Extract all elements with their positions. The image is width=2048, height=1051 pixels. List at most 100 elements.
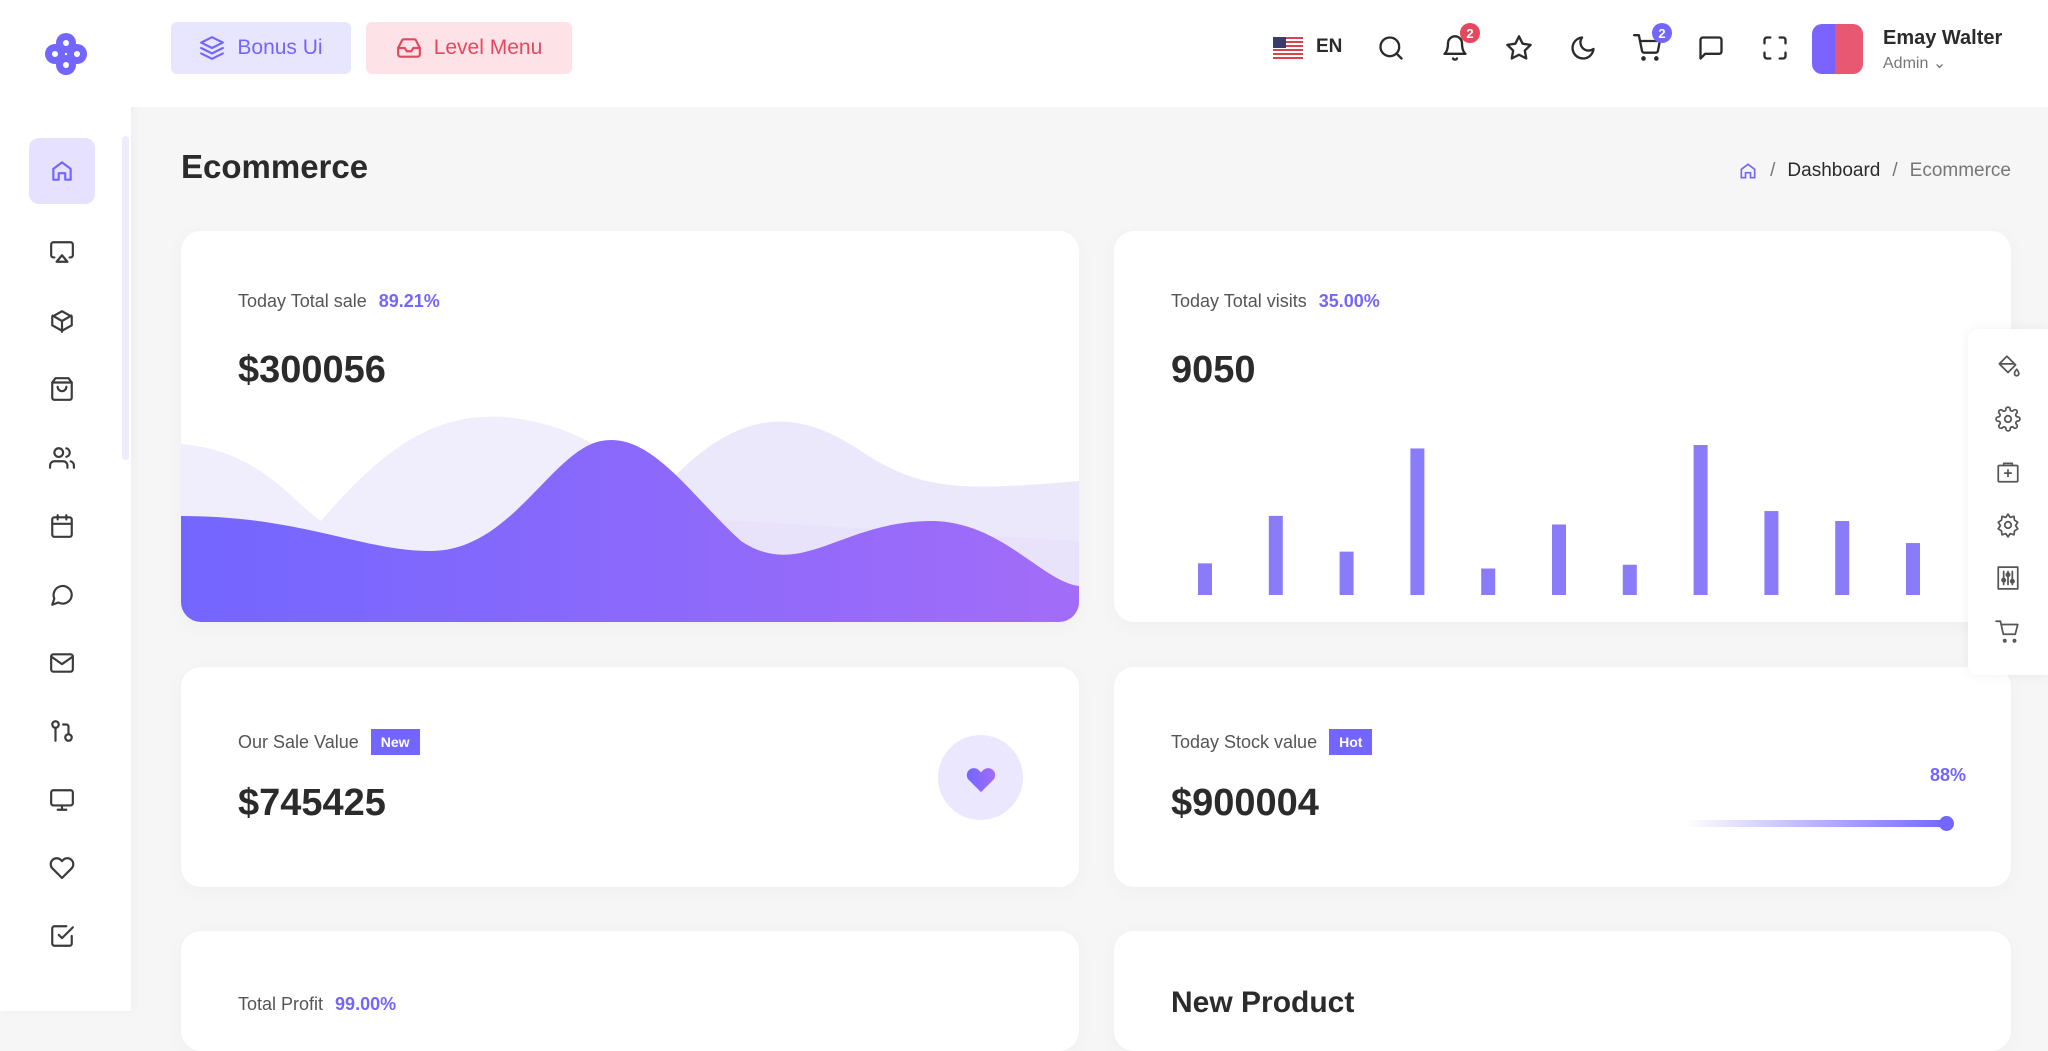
visits-bar: [1622, 564, 1637, 595]
progress-handle: [1939, 816, 1954, 831]
user-role-dropdown[interactable]: Admin ⌄: [1883, 53, 1946, 73]
message-square-icon: [1699, 36, 1723, 60]
new-product-title: New Product: [1171, 986, 1355, 1019]
visits-bar: [1198, 563, 1212, 595]
new-product-card: New Product: [1114, 931, 2011, 1051]
customizer-panel: [1968, 329, 2048, 675]
sidebar-item-shop[interactable]: [29, 356, 95, 422]
moon-icon: [1571, 36, 1595, 60]
total-visits-value: 9050: [1171, 349, 1256, 391]
total-sale-label: Today Total sale: [238, 291, 367, 311]
settings-button-2[interactable]: [1995, 512, 2021, 538]
notification-badge: 2: [1460, 23, 1480, 43]
settings-button[interactable]: [1995, 406, 2021, 432]
new-badge: New: [370, 729, 420, 755]
heart-icon: [49, 857, 75, 880]
sidebar-item-tasks[interactable]: [29, 903, 95, 969]
visits-bar: [1693, 445, 1708, 595]
total-sale-value: $300056: [238, 349, 386, 391]
sidebar-item-users[interactable]: [29, 425, 95, 491]
box-icon: [51, 310, 73, 333]
visits-bar: [1906, 543, 1920, 595]
sidebar-item-airplay[interactable]: [29, 219, 95, 285]
stock-value-value: $900004: [1171, 782, 1319, 824]
total-visits-card: Today Total visits 35.00% 9050: [1114, 231, 2011, 622]
layers-icon: [200, 36, 225, 60]
visits-bar: [1481, 568, 1496, 595]
heart-icon: [966, 767, 995, 792]
git-pull-request-icon: [51, 720, 73, 742]
logo[interactable]: [0, 0, 131, 107]
stock-value-label: Today Stock value: [1171, 731, 1318, 752]
breadcrumb-dashboard[interactable]: Dashboard: [1787, 160, 1881, 181]
buy-button[interactable]: [1995, 618, 2021, 644]
stock-value-card: Today Stock value Hot $900004 88%: [1114, 667, 2011, 887]
users-icon: [49, 447, 75, 469]
sidebar: [0, 0, 131, 1011]
maximize-icon: [1763, 36, 1787, 60]
logo-icon: [44, 32, 87, 75]
shopping-bag-icon: [51, 377, 73, 401]
avatar[interactable]: [1812, 24, 1863, 74]
bonus-ui-button[interactable]: Bonus Ui: [171, 22, 351, 74]
chevron-down-icon: ⌄: [1932, 55, 1947, 72]
sidebar-item-home[interactable]: [29, 138, 95, 204]
sale-value-card: Our Sale Value New $745425: [181, 667, 1079, 887]
dark-mode-toggle[interactable]: [1569, 34, 1599, 64]
level-menu-button[interactable]: Level Menu: [366, 22, 572, 74]
fullscreen-button[interactable]: [1761, 34, 1791, 64]
page-title: Ecommerce: [181, 148, 369, 185]
visits-bar: [1552, 524, 1566, 595]
bookmark-button[interactable]: [1505, 34, 1535, 64]
visits-bar: [1835, 521, 1850, 595]
visits-bar: [1410, 448, 1425, 595]
top-header: Bonus Ui Level Menu: [131, 0, 2048, 107]
settings-icon: [1997, 513, 2019, 538]
messages-button[interactable]: [1697, 34, 1727, 64]
total-sale-card: Today Total sale 89.21% $300056: [181, 231, 1079, 622]
star-icon: [1506, 35, 1532, 60]
sidebar-item-heart[interactable]: [29, 835, 95, 901]
inbox-icon: [396, 38, 421, 58]
visits-bar-chart: [1198, 445, 1920, 595]
bonus-ui-label: Bonus Ui: [237, 36, 323, 59]
sidebar-item-monitor[interactable]: [29, 767, 95, 833]
check-features-button[interactable]: [1995, 459, 2021, 485]
user-name: Emay Walter: [1883, 27, 2003, 49]
sliders-button[interactable]: [1995, 565, 2021, 591]
sidebar-scrollbar[interactable]: [122, 136, 129, 460]
bell-icon: [1443, 35, 1467, 61]
sidebar-item-chat[interactable]: [29, 562, 95, 628]
user-role: Admin: [1883, 55, 1929, 72]
home-icon[interactable]: [1738, 161, 1758, 181]
sidebar-item-calendar[interactable]: [29, 493, 95, 559]
check-square-icon: [51, 925, 74, 947]
sales-area-chart: [181, 416, 1079, 622]
total-visits-percent: 35.00%: [1318, 291, 1380, 311]
total-profit-percent: 99.00%: [335, 994, 397, 1014]
visits-bar: [1268, 515, 1283, 595]
total-profit-card: Total Profit 99.00%: [181, 931, 1079, 1051]
search-button[interactable]: [1377, 34, 1407, 64]
total-profit-label: Total Profit: [238, 994, 324, 1014]
color-picker-button[interactable]: [1995, 353, 2021, 379]
settings-icon: [1995, 406, 2021, 432]
sliders-icon: [1997, 566, 2019, 590]
language-selector[interactable]: EN: [1316, 36, 1343, 57]
sidebar-item-box[interactable]: [29, 288, 95, 354]
heart-badge: [938, 735, 1023, 820]
sale-value-label: Our Sale Value: [238, 731, 359, 752]
us-flag-icon[interactable]: [1273, 37, 1303, 59]
sale-value-value: $745425: [238, 782, 386, 824]
notifications-button[interactable]: 2: [1441, 23, 1480, 64]
monitor-icon: [50, 789, 74, 811]
calendar-icon: [51, 514, 73, 538]
shopping-cart-icon: [1995, 620, 2019, 643]
sidebar-item-git[interactable]: [29, 698, 95, 764]
stock-progress-bar: [1684, 816, 1954, 831]
visits-bar: [1339, 551, 1354, 595]
sidebar-item-mail[interactable]: [29, 630, 95, 696]
shopping-cart-icon: [1633, 34, 1661, 61]
cart-button[interactable]: 2: [1633, 23, 1672, 64]
mail-icon: [50, 653, 74, 673]
